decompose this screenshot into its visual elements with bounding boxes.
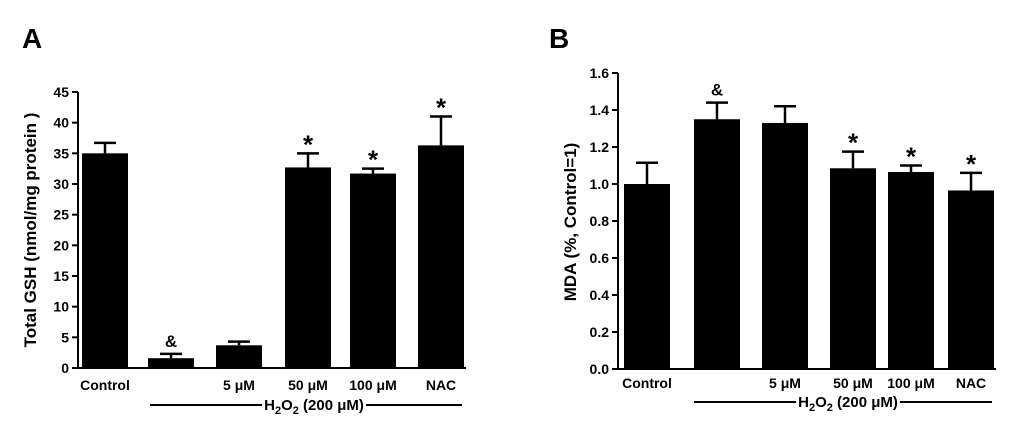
significance-star: * — [966, 149, 977, 179]
y-tick-label: 15 — [53, 268, 69, 284]
group-label: H2O2 (200 μM) — [798, 394, 898, 414]
y-tick-label: 30 — [53, 176, 69, 192]
panel-b: B 0.0 0.2 0.4 0.6 0.8 1.0 1.2 1.4 1.6 MDA (%, Cont… — [549, 23, 996, 414]
bar — [762, 122, 808, 369]
significance-star: * — [368, 145, 379, 175]
bar — [948, 190, 994, 369]
y-tick-label: 0.2 — [590, 324, 610, 340]
bar — [830, 168, 876, 369]
panel-label: A — [22, 23, 42, 54]
bar — [148, 358, 194, 368]
x-tick-label: NAC — [426, 377, 456, 393]
significance-star: * — [906, 142, 917, 172]
y-tick-label: 1.2 — [590, 139, 610, 155]
x-tick-label: 5 μM — [769, 375, 801, 391]
group-label-bg — [796, 399, 900, 405]
y-tick-label: 45 — [53, 84, 69, 100]
group-label-subscript: 2 — [293, 405, 299, 417]
bar — [82, 153, 128, 368]
group-label-part: (200 μM) — [299, 397, 364, 414]
x-tick-label: 5 μM — [223, 377, 255, 393]
bar — [285, 167, 331, 368]
group-label-bg — [262, 402, 366, 408]
bar — [888, 171, 934, 369]
bar — [216, 345, 262, 368]
y-tick-label: 1.4 — [590, 102, 610, 118]
x-tick-label: 100 μM — [887, 375, 934, 391]
x-tick-label: 50 μM — [288, 377, 328, 393]
x-tick-label: Control — [80, 377, 130, 393]
y-tick-label: 20 — [53, 237, 69, 253]
y-tick-label: 0 — [61, 360, 69, 376]
x-tick-label: NAC — [956, 375, 986, 391]
y-tick-label: 0.6 — [590, 250, 610, 266]
group-label-subscript: 2 — [809, 402, 815, 414]
group-label-part: O — [815, 394, 827, 411]
bar — [624, 184, 670, 369]
y-tick-label: 5 — [61, 329, 69, 345]
bar — [418, 145, 464, 368]
group-label-subscript: 2 — [275, 405, 281, 417]
significance-ampersand: & — [711, 81, 723, 100]
y-tick-label: 0.8 — [590, 213, 610, 229]
y-axis-title: Total GSH (nmol/mg protein ) — [21, 113, 40, 348]
y-tick-label: 40 — [53, 115, 69, 131]
y-tick-label: 25 — [53, 207, 69, 223]
group-label-part: H — [798, 394, 809, 411]
bar — [350, 173, 396, 368]
group-label: H2O2 (200 μM) — [264, 397, 364, 417]
y-tick-label: 1.0 — [590, 176, 610, 192]
group-label-subscript: 2 — [827, 402, 833, 414]
y-axis-title: MDA (%, Control=1) — [561, 143, 580, 302]
y-tick-label: 0.4 — [590, 287, 610, 303]
x-tick-label: Control — [622, 375, 672, 391]
bar — [694, 119, 740, 369]
significance-star: * — [436, 93, 447, 123]
y-tick-label: 35 — [53, 145, 69, 161]
x-tick-label: 50 μM — [833, 375, 873, 391]
significance-ampersand: & — [165, 332, 177, 351]
y-tick-label: 0.0 — [590, 361, 610, 377]
y-tick-label: 1.6 — [590, 65, 610, 81]
panel-a: A 0 5 10 15 20 25 30 35 40 45 Total GSH (nmol/mg pr… — [21, 23, 466, 417]
group-label-part: H — [264, 397, 275, 414]
significance-star: * — [303, 129, 314, 159]
significance-star: * — [848, 128, 859, 158]
y-tick-label: 10 — [53, 299, 69, 315]
x-tick-label: 100 μM — [349, 377, 396, 393]
group-label-part: (200 μM) — [833, 394, 898, 411]
panel-label: B — [549, 23, 569, 54]
group-label-part: O — [281, 397, 293, 414]
